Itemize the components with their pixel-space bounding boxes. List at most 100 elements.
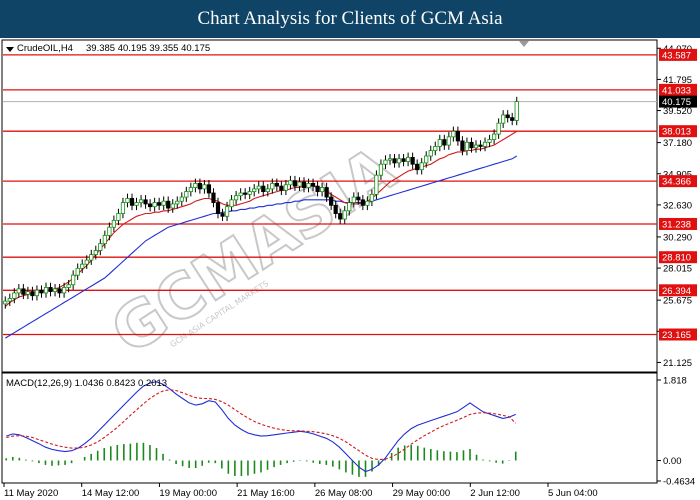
candle-body xyxy=(148,203,153,208)
candle-body xyxy=(206,184,212,194)
level-badge xyxy=(659,175,697,188)
candle-body xyxy=(48,287,53,292)
candle-body xyxy=(75,267,80,276)
candle-body xyxy=(220,213,225,217)
candle-body xyxy=(197,183,202,190)
candle-body xyxy=(66,284,71,288)
candle-body xyxy=(184,191,189,198)
level-badge xyxy=(659,125,697,138)
candle-body xyxy=(410,156,415,165)
level-badge xyxy=(659,251,697,264)
price-tick-label: 41.795 xyxy=(663,75,692,86)
current-price-label: 40.175 xyxy=(662,97,691,108)
candle-body xyxy=(107,226,112,236)
candle-body xyxy=(292,180,298,187)
chart-header: CrudeOIL,H4 39.385 40.195 39.355 40.175 xyxy=(6,41,529,54)
candle-body xyxy=(229,199,234,208)
candle-body xyxy=(152,202,157,208)
candle-body xyxy=(315,185,320,193)
candle-body xyxy=(492,133,497,140)
candle-body xyxy=(283,184,288,191)
level-badge xyxy=(659,217,697,230)
time-axis: 11 May 2020 14 May 12:00 19 May 00:00 21 Ma… xyxy=(3,483,598,499)
candle-body xyxy=(392,158,397,164)
candle-body xyxy=(464,141,470,151)
candle-body xyxy=(7,298,12,302)
candle-body xyxy=(473,144,479,149)
time-tick-label: 21 May 16:00 xyxy=(237,488,295,499)
candle-body xyxy=(21,288,26,295)
candle-body xyxy=(16,288,21,294)
candle-body xyxy=(57,288,62,294)
price-chart: GCMASIA GCM ASIA CAPITAL MARKETS 44.0704… xyxy=(0,38,700,500)
candle-body xyxy=(320,187,325,193)
candle-body xyxy=(80,263,85,269)
level-badge xyxy=(659,83,697,96)
time-tick-label: 14 May 12:00 xyxy=(82,488,140,499)
candle-body xyxy=(297,181,302,187)
price-tick-label: 32.630 xyxy=(663,200,692,211)
candle-body xyxy=(469,141,474,149)
candle-body xyxy=(179,196,184,202)
candle-body xyxy=(324,187,329,198)
level-label: 34.366 xyxy=(662,177,691,188)
candle-body xyxy=(34,289,40,297)
time-tick-label: 11 May 2020 xyxy=(4,488,58,499)
macd-tick-label: 0.00 xyxy=(663,456,682,467)
candle-body xyxy=(342,210,347,220)
candle-body xyxy=(3,300,8,305)
macd-line xyxy=(6,381,516,473)
macd-signal-line xyxy=(6,389,517,461)
candle-body xyxy=(188,187,193,193)
candle-body xyxy=(84,259,89,265)
candle-body xyxy=(238,192,243,197)
candle-body xyxy=(193,183,198,188)
candle-body xyxy=(93,250,98,256)
level-label: 38.013 xyxy=(662,127,691,138)
price-tick-label: 34.905 xyxy=(663,169,692,180)
candle-body xyxy=(351,196,356,203)
candle-body xyxy=(374,174,379,195)
chart-banner-title: Chart Analysis for Clients of GCM Asia xyxy=(0,0,700,38)
candle-body xyxy=(12,292,17,299)
candle-body xyxy=(243,192,248,195)
candle-body xyxy=(261,185,266,193)
candle-body xyxy=(396,158,402,164)
candle-body xyxy=(383,159,388,165)
candle-body xyxy=(437,139,442,147)
level-label: 31.238 xyxy=(662,219,691,230)
candle-body xyxy=(360,199,365,206)
candle-body xyxy=(401,158,406,162)
candle-body xyxy=(487,139,492,143)
candle-body xyxy=(428,150,433,157)
candle-body xyxy=(419,162,424,171)
candle-body xyxy=(369,193,374,202)
candle-body xyxy=(211,192,216,203)
candle-body xyxy=(442,139,447,146)
candle-body xyxy=(39,289,44,294)
candle-body xyxy=(62,287,67,294)
candle-body xyxy=(482,141,488,147)
ohlc-readout: 39.385 40.195 39.355 40.175 xyxy=(86,43,210,54)
candle-body xyxy=(301,181,307,188)
dropdown-triangle-icon[interactable] xyxy=(6,47,14,52)
candle-body xyxy=(30,291,35,297)
time-tick-label: 26 May 08:00 xyxy=(315,488,373,499)
macd-panel: 1.818 0.00 -0.4634 xyxy=(5,376,695,488)
candle-body xyxy=(501,114,506,124)
candle-body xyxy=(306,183,311,188)
macd-tick-label: 1.818 xyxy=(663,376,687,387)
candle-body xyxy=(415,163,420,171)
candle-body xyxy=(310,183,316,187)
candle-body xyxy=(89,254,94,261)
candle-body xyxy=(202,184,207,190)
candle-body xyxy=(496,122,501,135)
candle-body xyxy=(455,130,460,142)
candle-body xyxy=(356,196,361,201)
candle-body xyxy=(170,203,175,209)
candle-body xyxy=(478,144,483,147)
candle-body xyxy=(175,200,180,205)
price-tick-label: 25.675 xyxy=(663,296,692,307)
scroll-marker-icon[interactable] xyxy=(519,41,529,47)
candle-body xyxy=(161,200,166,206)
